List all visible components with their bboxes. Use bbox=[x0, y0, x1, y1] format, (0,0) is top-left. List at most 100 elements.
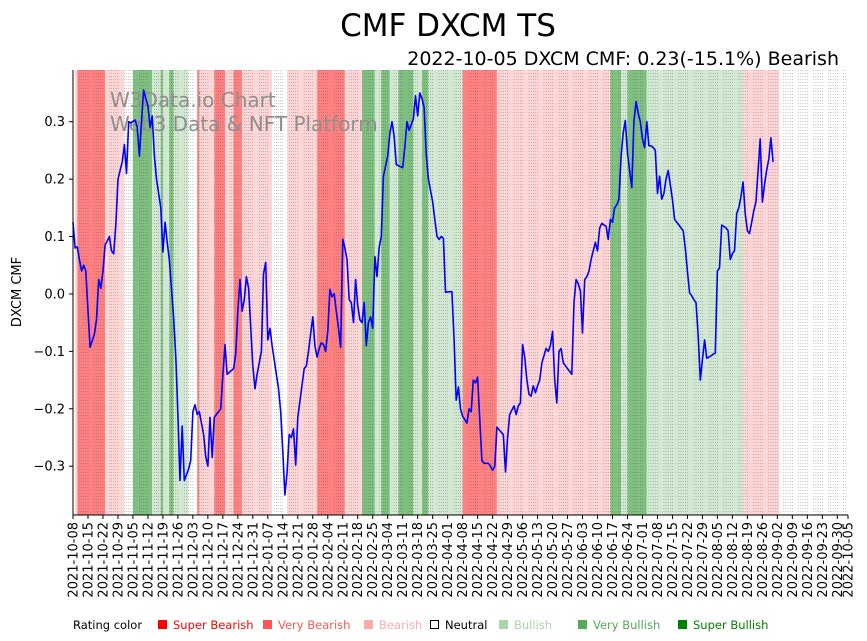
x-tick-label-44: 2022-08-12 bbox=[726, 522, 741, 598]
rating-region-28 bbox=[421, 70, 429, 515]
legend-swatch-3 bbox=[430, 620, 439, 629]
y-tick-label-1: −0.2 bbox=[33, 402, 65, 417]
rating-region-35 bbox=[621, 70, 628, 515]
rating-region-1 bbox=[77, 70, 106, 515]
x-tick-label-29: 2022-04-29 bbox=[501, 522, 516, 598]
weekly-grid-lines bbox=[79, 70, 847, 515]
x-tick-label-41: 2022-07-22 bbox=[681, 522, 696, 598]
x-tick-label-40: 2022-07-15 bbox=[666, 522, 681, 598]
x-tick-label-46: 2022-08-26 bbox=[756, 522, 771, 598]
legend-title: Rating color bbox=[73, 618, 142, 632]
x-axis-ticks: 2021-10-08 2021-10-15 2021-10-22 2021-10-29… bbox=[67, 515, 857, 598]
x-tick-label-14: 2022-01-14 bbox=[276, 522, 291, 598]
legend-label-4: Bullish bbox=[514, 618, 552, 632]
y-tick-label-3: 0.0 bbox=[44, 287, 65, 302]
rating-legend: Rating color Super Bearish Very Bearish Be… bbox=[73, 618, 768, 632]
x-tick-label-17: 2022-02-04 bbox=[321, 522, 336, 598]
x-tick-label-19: 2022-02-18 bbox=[351, 522, 366, 598]
x-tick-label-31: 2022-05-13 bbox=[531, 522, 546, 598]
rating-region-23 bbox=[374, 70, 382, 515]
x-tick-label-36: 2022-06-17 bbox=[606, 522, 621, 598]
x-tick-label-34: 2022-06-03 bbox=[576, 522, 591, 598]
watermark-line-2: Web3 Data & NFT Platform bbox=[110, 112, 378, 136]
x-tick-label-30: 2022-05-06 bbox=[516, 522, 531, 598]
x-tick-label-10: 2021-12-17 bbox=[216, 522, 231, 598]
rating-region-11 bbox=[197, 70, 200, 515]
x-tick-label-52: 2022-10-05 bbox=[842, 522, 857, 598]
legend-label-5: Very Bullish bbox=[593, 618, 660, 632]
x-tick-label-23: 2022-03-18 bbox=[411, 522, 426, 598]
x-tick-label-13: 2022-01-07 bbox=[261, 522, 276, 598]
x-tick-label-32: 2022-05-20 bbox=[546, 522, 561, 598]
legend-swatch-6 bbox=[678, 620, 687, 629]
x-tick-label-3: 2021-10-29 bbox=[111, 522, 126, 598]
y-tick-label-2: −0.1 bbox=[33, 345, 65, 360]
rating-region-17 bbox=[272, 70, 288, 515]
watermark-line-1: W3Data.io Chart bbox=[110, 88, 276, 112]
chart-subtitle: 2022-10-05 DXCM CMF: 0.23(-15.1%) Bearis… bbox=[407, 48, 839, 70]
x-tick-label-37: 2022-06-24 bbox=[621, 522, 636, 598]
rating-region-13 bbox=[214, 70, 226, 515]
x-tick-label-47: 2022-09-02 bbox=[771, 522, 786, 598]
x-tick-label-7: 2021-11-26 bbox=[171, 522, 186, 598]
legend-swatch-2 bbox=[364, 620, 373, 629]
rating-region-12 bbox=[199, 70, 215, 515]
x-tick-label-16: 2022-01-28 bbox=[306, 522, 321, 598]
x-tick-label-20: 2022-02-25 bbox=[366, 522, 381, 598]
legend-label-3: Neutral bbox=[445, 618, 487, 632]
legend-label-1: Very Bearish bbox=[278, 618, 350, 632]
x-tick-label-21: 2022-03-04 bbox=[381, 522, 396, 598]
rating-region-26 bbox=[398, 70, 414, 515]
x-tick-label-27: 2022-04-15 bbox=[471, 522, 486, 598]
x-tick-label-0: 2021-10-08 bbox=[67, 522, 82, 598]
x-tick-label-6: 2021-11-19 bbox=[156, 522, 171, 598]
x-tick-label-38: 2022-07-01 bbox=[636, 522, 651, 598]
x-tick-label-5: 2021-11-12 bbox=[141, 522, 156, 598]
x-tick-label-28: 2022-04-22 bbox=[486, 522, 501, 598]
x-tick-label-49: 2022-09-16 bbox=[801, 522, 816, 598]
legend-label-0: Super Bearish bbox=[173, 618, 254, 632]
x-tick-label-25: 2022-04-01 bbox=[441, 522, 456, 598]
x-tick-label-50: 2022-09-23 bbox=[816, 522, 831, 598]
y-tick-label-5: 0.2 bbox=[44, 173, 65, 188]
x-tick-label-15: 2022-01-21 bbox=[291, 522, 306, 598]
legend-swatch-0 bbox=[158, 620, 167, 629]
rating-region-2 bbox=[105, 70, 125, 515]
rating-region-4 bbox=[132, 70, 153, 515]
rating-region-33 bbox=[522, 70, 611, 515]
rating-region-19 bbox=[317, 70, 324, 515]
x-tick-label-33: 2022-05-27 bbox=[561, 522, 576, 598]
legend-swatch-5 bbox=[578, 620, 587, 629]
x-tick-label-51: 2022-09-30 bbox=[831, 522, 846, 598]
x-tick-label-1: 2021-10-15 bbox=[81, 522, 96, 598]
y-tick-label-6: 0.3 bbox=[44, 115, 65, 130]
legend-swatch-1 bbox=[263, 620, 272, 629]
rating-region-18 bbox=[287, 70, 318, 515]
rating-region-36 bbox=[627, 70, 639, 515]
rating-region-34 bbox=[610, 70, 622, 515]
x-tick-label-39: 2022-07-08 bbox=[651, 522, 666, 598]
x-tick-label-45: 2022-08-19 bbox=[741, 522, 756, 598]
rating-region-0 bbox=[75, 70, 78, 515]
rating-region-32 bbox=[496, 70, 523, 515]
legend-label-2: Bearish bbox=[379, 618, 422, 632]
x-tick-label-42: 2022-07-29 bbox=[696, 522, 711, 598]
chart-title: CMF DXCM TS bbox=[340, 8, 556, 44]
x-tick-label-35: 2022-06-10 bbox=[591, 522, 606, 598]
x-tick-label-4: 2021-11-05 bbox=[126, 522, 141, 598]
x-tick-label-2: 2021-10-22 bbox=[96, 522, 111, 598]
x-tick-label-22: 2022-03-11 bbox=[396, 522, 411, 598]
rating-region-40 bbox=[743, 70, 780, 515]
rating-region-6 bbox=[160, 70, 163, 515]
x-tick-label-48: 2022-09-09 bbox=[786, 522, 801, 598]
x-tick-label-12: 2021-12-31 bbox=[246, 522, 261, 598]
y-tick-label-4: 0.1 bbox=[44, 230, 65, 245]
x-tick-label-26: 2022-04-08 bbox=[456, 522, 471, 598]
x-tick-label-8: 2021-12-03 bbox=[186, 522, 201, 598]
x-tick-label-11: 2021-12-24 bbox=[231, 522, 246, 598]
y-axis-label: DXCM CMF bbox=[10, 257, 25, 327]
x-tick-label-9: 2021-12-10 bbox=[201, 522, 216, 598]
y-tick-label-0: −0.3 bbox=[33, 460, 65, 475]
legend-label-6: Super Bullish bbox=[693, 618, 768, 632]
